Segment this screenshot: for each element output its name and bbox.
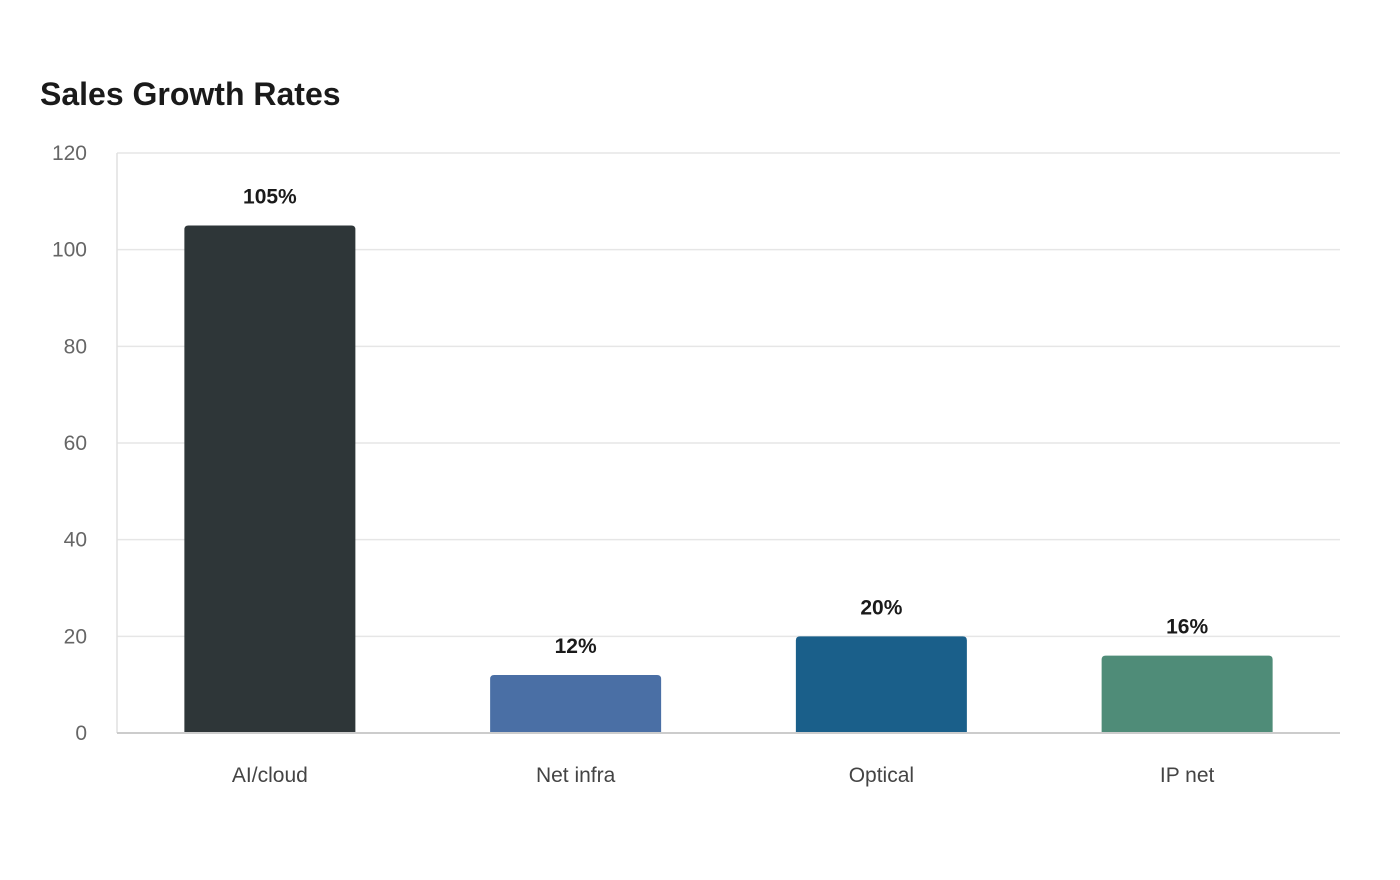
x-tick-label: Net infra [536, 764, 616, 787]
y-tick-label: 80 [64, 335, 87, 358]
category-labels: AI/cloud Net infra Optical IP net [232, 764, 1215, 787]
chart-title: Sales Growth Rates [40, 76, 341, 112]
x-tick-label: Optical [849, 764, 914, 787]
bar-ai-cloud [184, 225, 356, 733]
y-tick-label: 40 [64, 529, 87, 552]
data-label: 20% [860, 596, 902, 619]
data-label: 105% [243, 186, 297, 209]
y-axis-ticks: 0 20 40 60 80 100 120 [52, 142, 87, 745]
y-tick-label: 60 [64, 432, 87, 455]
bar-net-infra [490, 675, 662, 733]
x-tick-label: AI/cloud [232, 764, 308, 787]
data-labels: 105% 12% 20% 16% [243, 186, 1208, 659]
y-tick-label: 20 [64, 625, 87, 648]
bar-optical [795, 636, 967, 733]
data-label: 16% [1166, 616, 1208, 639]
y-tick-label: 0 [75, 722, 87, 745]
y-tick-label: 100 [52, 239, 87, 262]
data-label: 12% [555, 635, 597, 658]
y-tick-label: 120 [52, 142, 87, 165]
x-tick-label: IP net [1160, 764, 1215, 787]
bar-ip-net [1101, 655, 1273, 733]
bars [184, 225, 1273, 733]
axes [116, 153, 1340, 734]
